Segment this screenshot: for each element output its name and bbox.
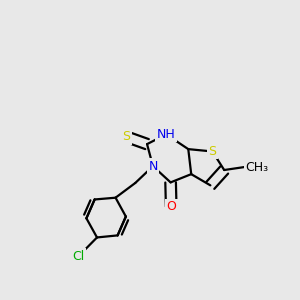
Text: NH: NH — [157, 128, 176, 141]
Text: O: O — [166, 200, 176, 213]
Text: Cl: Cl — [73, 250, 85, 262]
Text: CH₃: CH₃ — [246, 160, 269, 174]
Text: S: S — [122, 130, 130, 143]
Text: N: N — [148, 160, 158, 173]
Text: S: S — [208, 145, 216, 158]
